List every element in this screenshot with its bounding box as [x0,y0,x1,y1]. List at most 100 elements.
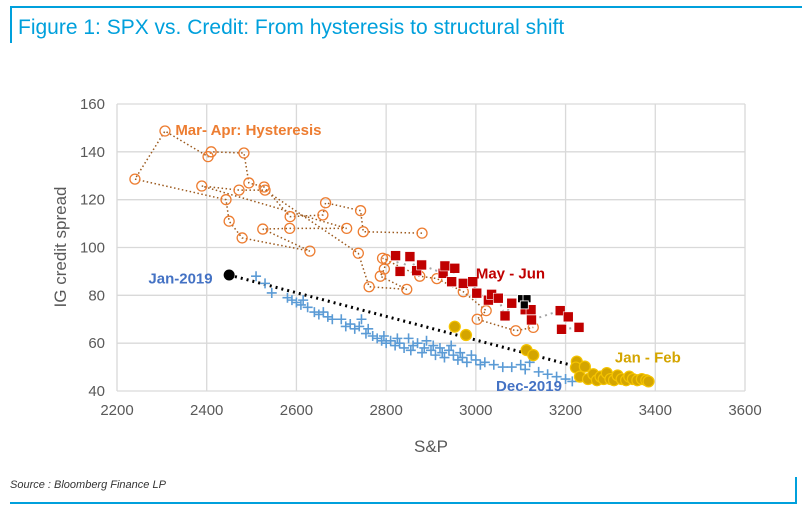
square-point-may-jun [446,276,457,288]
open-circle-point-mar-apr [471,313,483,325]
open-circle-point-mar-apr [243,177,255,189]
cross-point-2019 [567,376,578,387]
cross-point-2019 [309,307,320,318]
cross-point-2019 [443,345,454,356]
cross-point-2019 [403,333,414,344]
square-point-latest [519,300,529,310]
filled-circle-point-jan-feb [448,320,461,333]
cross-point-2019 [385,335,396,346]
open-circle-point-mar-apr [304,245,316,257]
cross-point-2019 [302,302,313,313]
cross-point-2019 [345,319,356,330]
cross-point-2019 [419,342,430,353]
cross-point-2019 [437,347,448,358]
cross-point-2019 [286,295,297,306]
cross-point-2019 [356,314,367,325]
square-point-may-jun [562,311,574,323]
square-point-may-jun [554,305,566,316]
tick-labels: 2200 2400 2600 2800 3000 3200 3400 3600 40 60 80 10… [80,96,762,419]
cross-point-2019 [461,357,472,368]
annotation-label: Jan-2019 [148,270,212,287]
y-tick-label: 120 [80,192,105,209]
open-circle-point-mar-apr [354,205,367,217]
x-tick-label: 3600 [728,402,761,419]
frame-left-border [10,6,12,43]
open-circle-point-mar-apr [341,222,353,235]
cross-point-2019 [430,350,441,361]
cross-point-2019 [291,297,302,308]
y-axis-label: IG credit spread [51,187,70,308]
cross-point-2019 [349,323,360,334]
square-point-may-jun [506,297,518,309]
y-tick-label: 140 [80,144,105,161]
open-circle-point-mar-apr [480,304,492,317]
annotation-label: Jan - Feb [615,349,681,366]
cross-point-2019 [313,309,324,320]
x-tick-label: 3200 [549,402,582,419]
cross-point-2019 [318,307,329,318]
square-point-may-jun [573,322,585,333]
filled-circle-point-jan-feb [459,328,473,342]
annotation-label: May - Jun [476,266,545,283]
open-circle-point-mar-apr [284,222,296,235]
open-circle-point-mar-apr [357,226,369,238]
open-circle-point-mar-apr [223,215,235,227]
x-tick-label: 2200 [100,402,133,419]
cross-point-2019 [376,335,387,346]
square-point-may-jun [416,259,427,271]
open-circle-point-mar-apr [159,125,171,137]
cross-point-2019 [560,374,571,385]
hysteresis-path [133,130,534,332]
cross-point-2019 [327,314,338,325]
square-point-may-jun [499,310,511,322]
cross-point-2019 [251,271,262,282]
y-tick-label: 100 [80,240,105,257]
x-tick-label: 2400 [190,402,223,419]
source-note: Source : Bloomberg Finance LP [10,479,166,491]
square-point-may-jun [526,314,537,326]
cross-point-2019 [412,338,423,349]
cross-point-2019 [434,342,445,353]
square-point-may-jun [449,263,461,274]
cross-point-2019 [470,354,481,365]
x-axis-label: S&P [414,437,448,456]
cross-point-2019 [378,330,389,341]
cross-point-2019 [426,345,436,356]
open-circle-point-mar-apr [233,184,245,196]
square-point-may-jun [471,287,483,299]
open-circle-point-mar-apr [510,325,522,337]
y-tick-label: 60 [88,335,105,352]
cross-point-2019 [455,347,466,358]
open-circle-point-mar-apr [129,173,141,185]
cross-point-2019 [405,345,416,356]
cross-point-2019 [417,347,428,358]
open-circle-point-mar-apr [202,150,214,163]
cross-point-2019 [322,311,333,322]
cross-point-2019 [439,352,450,363]
cross-point-2019 [515,359,526,370]
cross-point-2019 [542,369,553,380]
open-circle-point-mar-apr [401,283,413,296]
cross-point-2019 [372,333,383,344]
cross-point-2019 [266,287,277,298]
x-tick-label: 3000 [459,402,492,419]
cross-point-2019 [394,338,405,349]
open-circle-point-mar-apr [236,232,248,244]
square-point-may-jun [457,278,469,289]
open-circle-point-mar-apr [363,281,375,293]
data-points [129,125,655,388]
trend-arrow-line [228,273,625,381]
cross-point-2019 [336,314,347,325]
cross-point-2019 [381,338,392,349]
cross-point-2019 [367,330,378,341]
cross-point-2019 [282,292,293,303]
cross-point-2019 [533,366,544,377]
cross-point-2019 [340,321,351,332]
cross-point-2019 [392,333,403,344]
y-tick-label: 160 [80,96,105,113]
filled-circle-point-jan-feb [642,375,655,388]
cross-point-2019 [428,340,439,351]
open-circle-point-mar-apr [238,147,250,159]
frame-top-border [10,6,802,8]
